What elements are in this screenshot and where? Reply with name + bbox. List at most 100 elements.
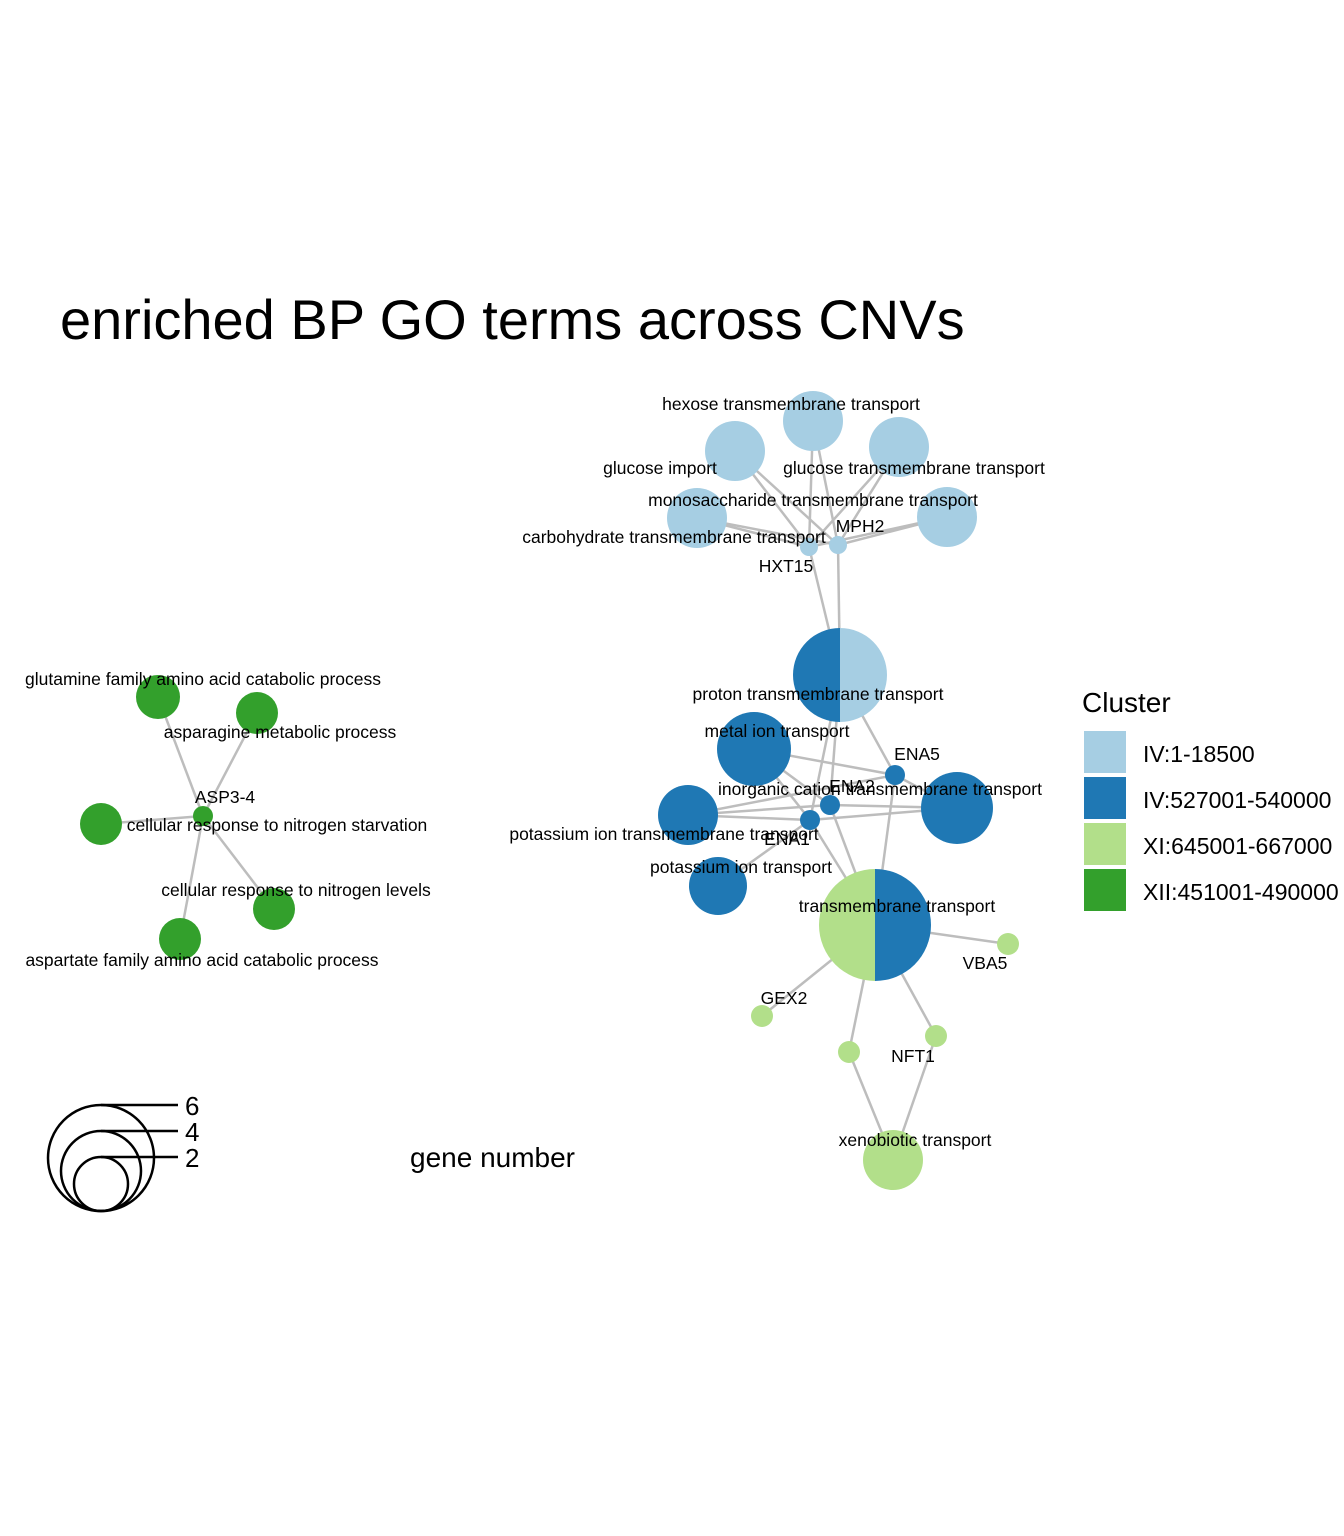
node-circle-ENA1 — [800, 810, 820, 830]
node-label-starvation: cellular response to nitrogen starvation — [127, 815, 428, 835]
node-gene_x — [838, 1041, 860, 1063]
node-VBA5 — [997, 933, 1019, 955]
node-circle-potassium — [689, 857, 747, 915]
node-circle-VBA5 — [997, 933, 1019, 955]
node-transmembrane — [819, 869, 931, 981]
node-ENA5 — [885, 765, 905, 785]
node-circle-inorganic — [921, 772, 993, 844]
node-circle-NFT1 — [925, 1025, 947, 1047]
legend-label-3: XI:645001-667000 — [1143, 833, 1332, 859]
node-inorganic — [921, 772, 993, 844]
node-label-potassium_tm: potassium ion transmembrane transport — [509, 824, 818, 844]
node-label-ASP34: ASP3-4 — [195, 787, 256, 807]
legend-key-1 — [1084, 731, 1126, 773]
node-circle-ENA5 — [885, 765, 905, 785]
node-label-HXT15: HXT15 — [759, 556, 813, 576]
node-label-carb_tm: carbohydrate transmembrane transport — [522, 527, 826, 547]
node-slice-transmembrane-c2 — [875, 869, 931, 981]
node-label-mono_tm: monosaccharide transmembrane transport — [648, 490, 978, 510]
node-starvation — [80, 803, 122, 845]
node-circle-xenobiotic — [863, 1130, 923, 1190]
node-label-hexose: hexose transmembrane transport — [662, 394, 920, 414]
node-NFT1 — [925, 1025, 947, 1047]
node-HXT15 — [800, 538, 818, 556]
node-circle-ASP34 — [193, 806, 213, 826]
node-circle-glutamine — [136, 675, 180, 719]
node-label-ENA1: ENA1 — [764, 829, 810, 849]
node-proton — [793, 628, 887, 722]
node-hexose — [783, 391, 843, 451]
node-glucose_import — [705, 421, 765, 481]
node-potassium_tm — [658, 785, 718, 845]
node-aspartate — [159, 918, 201, 960]
node-label-proton: proton transmembrane transport — [693, 684, 944, 704]
node-label-NFT1: NFT1 — [891, 1046, 935, 1066]
size-circle-2 — [72, 1155, 130, 1213]
size-legend-title: gene number — [410, 1142, 575, 1173]
label-layer: hexose transmembrane transport glucose im… — [25, 394, 1045, 1150]
node-label-MPH2: MPH2 — [836, 516, 885, 536]
node-carb_tm — [917, 487, 977, 547]
node-circle-metal — [717, 712, 791, 786]
node-label-aspartate: aspartate family amino acid catabolic pr… — [25, 950, 378, 970]
node-label-inorganic: inorganic cation transmembrane transport — [718, 779, 1042, 799]
node-slice-proton-c2 — [793, 628, 840, 722]
cluster-legend: Cluster IV:1-18500 IV:527001-540000 XI:6… — [1082, 687, 1339, 911]
node-circle-aspartate — [159, 918, 201, 960]
node-circle-starvation — [80, 803, 122, 845]
size-label-2: 2 — [185, 1143, 199, 1173]
node-label-ENA5: ENA5 — [894, 744, 940, 764]
node-circle-ENA2 — [820, 795, 840, 815]
node-ASP34 — [193, 806, 213, 826]
node-circle-mono_tm — [667, 488, 727, 548]
node-label-potassium: potassium ion transport — [650, 857, 832, 877]
size-circle-4 — [59, 1129, 143, 1213]
node-circle-asparagine — [236, 692, 278, 734]
node-circle-hexose — [783, 391, 843, 451]
node-xenobiotic — [863, 1130, 923, 1190]
size-legend — [46, 1103, 178, 1213]
node-circle-glucose_tm — [869, 417, 929, 477]
legend-label-4: XII:451001-490000 — [1143, 879, 1339, 905]
plot-title: enriched BP GO terms across CNVs — [60, 288, 965, 351]
legend-label-2: IV:527001-540000 — [1143, 787, 1331, 813]
node-label-levels: cellular response to nitrogen levels — [161, 880, 431, 900]
node-layer — [80, 391, 1019, 1190]
legend-key-3 — [1084, 823, 1126, 865]
node-levels — [253, 888, 295, 930]
node-potassium — [689, 857, 747, 915]
node-circle-GEX2 — [751, 1005, 773, 1027]
node-slice-proton-c1 — [840, 628, 887, 722]
node-slice-transmembrane-c3 — [819, 869, 875, 981]
node-ENA1 — [800, 810, 820, 830]
legend-key-2 — [1084, 777, 1126, 819]
node-metal — [717, 712, 791, 786]
node-circle-MPH2 — [829, 536, 847, 554]
node-label-glucose_import: glucose import — [603, 458, 717, 478]
node-circle-levels — [253, 888, 295, 930]
node-GEX2 — [751, 1005, 773, 1027]
node-label-GEX2: GEX2 — [761, 988, 808, 1008]
node-label-ENA2: ENA2 — [829, 776, 875, 796]
node-label-xenobiotic: xenobiotic transport — [839, 1130, 992, 1150]
node-label-glutamine: glutamine family amino acid catabolic pr… — [25, 669, 381, 689]
size-label-4: 4 — [185, 1117, 199, 1147]
legend-title: Cluster — [1082, 687, 1171, 718]
edge-potassium_tm-ENA5 — [687, 773, 896, 817]
node-label-VBA5: VBA5 — [963, 953, 1008, 973]
node-label-glucose_tm: glucose transmembrane transport — [783, 458, 1045, 478]
node-circle-gene_x — [838, 1041, 860, 1063]
node-asparagine — [236, 692, 278, 734]
node-glucose_tm — [869, 417, 929, 477]
size-label-6: 6 — [185, 1091, 199, 1121]
node-circle-potassium_tm — [658, 785, 718, 845]
node-circle-HXT15 — [800, 538, 818, 556]
node-circle-carb_tm — [917, 487, 977, 547]
node-circle-glucose_import — [705, 421, 765, 481]
node-mono_tm — [667, 488, 727, 548]
node-MPH2 — [829, 536, 847, 554]
legend-label-1: IV:1-18500 — [1143, 741, 1255, 767]
node-glutamine — [136, 675, 180, 719]
node-label-transmembrane: transmembrane transport — [799, 896, 996, 916]
